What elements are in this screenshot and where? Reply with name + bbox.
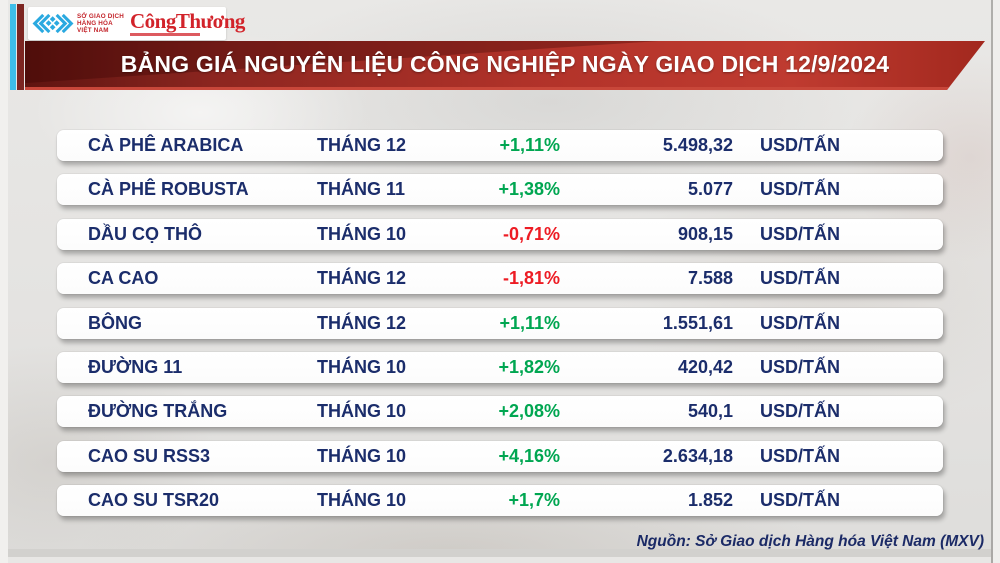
price-unit: USD/TẤN — [760, 268, 840, 289]
commodity-name: DẦU CỌ THÔ — [88, 223, 202, 244]
commodity-name: CÀ PHÊ ARABICA — [88, 135, 244, 155]
contract-month: THÁNG 10 — [317, 223, 407, 244]
price-unit: USD/TẤN — [760, 356, 840, 377]
page-title: BẢNG GIÁ NGUYÊN LIỆU CÔNG NGHIỆP NGÀY GI… — [120, 51, 890, 77]
congthuong-tagline-bar — [129, 33, 200, 36]
price-value: 5.498,32 — [662, 135, 733, 155]
price-value: 1.551,61 — [662, 312, 733, 333]
commodity-name: ĐƯỜNG TRẮNG — [88, 401, 228, 422]
contract-month: THÁNG 12 — [317, 312, 407, 333]
bottom-light-strip — [8, 557, 991, 563]
table-row: ĐƯỜNG 11 THÁNG 10 +1,82% 420,42 USD/TẤN — [57, 351, 943, 383]
commodity-name: ĐƯỜNG 11 — [88, 356, 183, 377]
price-value: 420,42 — [677, 356, 733, 377]
source-note: Nguồn: Sở Giao dịch Hàng hóa Việt Nam (M… — [636, 533, 984, 550]
congthuong-wordmark: CôngThương — [129, 9, 245, 33]
accent-bar-cyan — [10, 4, 16, 90]
price-unit: USD/TẤN — [760, 179, 840, 200]
price-unit: USD/TẤN — [760, 223, 840, 244]
accent-bar-maroon — [17, 4, 24, 90]
price-value: 540,1 — [687, 401, 733, 422]
commodity-name: BÔNG — [88, 312, 142, 333]
commodity-name: CAO SU RSS3 — [88, 445, 211, 466]
contract-month: THÁNG 10 — [317, 356, 407, 377]
price-unit: USD/TẤN — [760, 312, 840, 333]
percent-change: +1,11% — [499, 135, 560, 155]
right-edge-pad — [993, 0, 1000, 563]
mxv-logo-icon — [32, 13, 74, 34]
percent-change: +1,7% — [508, 490, 560, 511]
price-value: 908,15 — [677, 223, 733, 244]
contract-month: THÁNG 12 — [317, 268, 407, 289]
table-row: CÀ PHÊ ROBUSTA THÁNG 11 +1,38% 5.077 USD… — [57, 174, 943, 206]
contract-month: THÁNG 11 — [317, 179, 406, 200]
mxv-logo-text: SỞ GIAO DỊCH HÀNG HÓA VIỆT NAM — [77, 13, 124, 35]
table-row: DẦU CỌ THÔ THÁNG 10 -0,71% 908,15 USD/TẤ… — [57, 218, 943, 250]
price-value: 5.077 — [687, 179, 733, 200]
commodity-name: CA CAO — [88, 268, 159, 289]
price-value: 2.634,18 — [662, 445, 733, 466]
left-edge-pad — [0, 0, 8, 563]
price-unit: USD/TẤN — [760, 490, 840, 511]
percent-change: +1,38% — [498, 179, 560, 200]
right-edge-line — [991, 0, 993, 563]
commodity-name: CÀ PHÊ ROBUSTA — [88, 179, 249, 200]
congthuong-logo: CôngThương — [129, 9, 245, 36]
price-value: 7.588 — [687, 268, 733, 289]
title-banner: BẢNG GIÁ NGUYÊN LIỆU CÔNG NGHIỆP NGÀY GI… — [25, 41, 985, 90]
percent-change: -0,71% — [502, 223, 560, 244]
table-row: ĐƯỜNG TRẮNG THÁNG 10 +2,08% 540,1 USD/TẤ… — [57, 396, 943, 428]
mxv-logo-line3: VIỆT NAM — [77, 27, 109, 35]
price-unit: USD/TẤN — [760, 135, 840, 155]
commodity-name: CAO SU TSR20 — [88, 490, 220, 511]
price-unit: USD/TẤN — [760, 401, 840, 422]
percent-change: +1,82% — [498, 356, 560, 377]
bottom-shade-strip — [8, 549, 991, 557]
percent-change: +1,11% — [499, 312, 560, 333]
table-row: CÀ PHÊ ARABICA THÁNG 12 +1,11% 5.498,32 … — [57, 130, 943, 161]
price-table: CÀ PHÊ ARABICA THÁNG 12 +1,11% 5.498,32 … — [57, 130, 943, 517]
percent-change: -1,81% — [502, 268, 560, 289]
contract-month: THÁNG 10 — [317, 401, 407, 422]
contract-month: THÁNG 12 — [317, 135, 407, 155]
logo-plate: SỞ GIAO DỊCH HÀNG HÓA VIỆT NAM CôngThươn… — [28, 7, 245, 40]
contract-month: THÁNG 10 — [317, 445, 407, 466]
price-unit: USD/TẤN — [760, 445, 840, 466]
table-row: CAO SU TSR20 THÁNG 10 +1,7% 1.852 USD/TẤ… — [57, 485, 943, 517]
mxv-logo-line1: SỞ GIAO DỊCH — [77, 12, 124, 20]
mxv-logo-line2: HÀNG HÓA — [77, 19, 113, 27]
percent-change: +2,08% — [498, 401, 560, 422]
table-row: BÔNG THÁNG 12 +1,11% 1.551,61 USD/TẤN — [57, 307, 943, 339]
percent-change: +4,16% — [498, 445, 560, 466]
table-row: CA CAO THÁNG 12 -1,81% 7.588 USD/TẤN — [57, 263, 943, 295]
table-row: CAO SU RSS3 THÁNG 10 +4,16% 2.634,18 USD… — [57, 440, 943, 472]
price-value: 1.852 — [687, 490, 733, 511]
contract-month: THÁNG 10 — [317, 490, 407, 511]
